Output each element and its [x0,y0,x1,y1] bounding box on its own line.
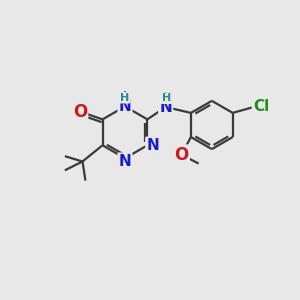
Text: O: O [174,146,189,164]
Text: Cl: Cl [253,99,269,114]
Text: N: N [118,154,131,169]
Text: H: H [120,93,130,103]
Text: H: H [162,93,171,103]
Text: O: O [73,103,87,121]
Text: N: N [159,100,172,115]
Text: N: N [118,99,131,114]
Text: N: N [146,138,159,153]
